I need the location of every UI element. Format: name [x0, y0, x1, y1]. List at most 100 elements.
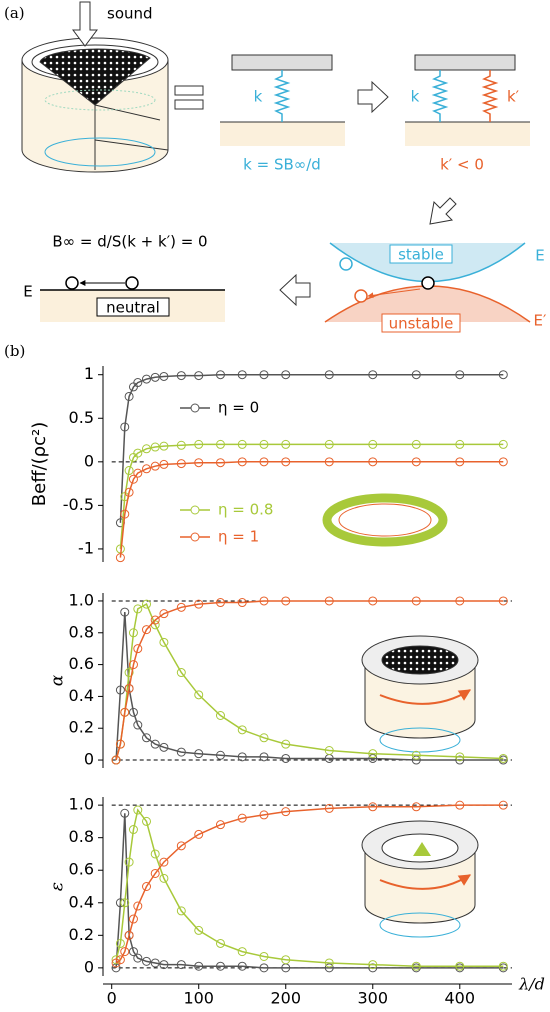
data-point: [159, 742, 169, 752]
data-point: [498, 961, 508, 971]
data-point: [176, 459, 186, 469]
data-point: [133, 953, 143, 963]
equals-sign: [174, 99, 204, 110]
data-point: [215, 938, 225, 948]
y-tick-label: 1.0: [69, 795, 94, 814]
data-point: [150, 958, 160, 968]
x-tick-label: 0: [107, 989, 117, 1008]
data-point: [498, 439, 508, 449]
legend-marker: [190, 403, 200, 413]
data-point: [368, 596, 378, 606]
series-line: [115, 813, 504, 969]
y-tick-label: 1: [84, 364, 94, 383]
data-point: [324, 803, 334, 813]
legend-label: η = 1: [218, 528, 259, 546]
spring-k: k: [254, 88, 263, 106]
data-point: [324, 596, 334, 606]
data-point: [324, 439, 334, 449]
data-point: [194, 925, 204, 935]
data-point: [194, 829, 204, 839]
data-point: [237, 370, 247, 380]
data-point: [237, 813, 247, 823]
data-point: [133, 720, 143, 730]
data-point: [128, 947, 138, 957]
data-point: [142, 733, 152, 743]
data-point: [194, 439, 204, 449]
y-axis-label: ε: [48, 882, 68, 891]
data-point: [133, 805, 143, 815]
data-point: [150, 615, 160, 625]
data-point: [150, 868, 160, 878]
y-tick-label: 0.6: [69, 860, 94, 879]
data-point: [411, 961, 421, 971]
data-point: [281, 807, 291, 817]
stable-label: stable: [398, 246, 444, 264]
data-point: [368, 457, 378, 467]
data-point: [259, 439, 269, 449]
data-point: [215, 820, 225, 830]
data-point: [455, 800, 465, 810]
data-point: [124, 466, 134, 476]
arrow: [357, 80, 389, 114]
energy-label: E′: [534, 312, 547, 330]
x-tick-label: 100: [183, 989, 214, 1008]
equals-sign: [174, 85, 204, 96]
data-point: [324, 370, 334, 380]
data-point: [150, 739, 160, 749]
data-point: [455, 370, 465, 380]
data-point: [498, 596, 508, 606]
y-tick-label: 0.8: [69, 827, 94, 846]
panel-label: (a): [4, 4, 25, 22]
data-point: [115, 739, 125, 749]
y-tick-label: 0.4: [69, 686, 94, 705]
legend-marker: [190, 505, 200, 515]
data-point: [120, 509, 130, 519]
data-point: [150, 442, 160, 452]
data-point: [142, 882, 152, 891]
data-point: [176, 960, 186, 970]
inset-drawing: [361, 635, 479, 753]
series-line: [115, 804, 504, 964]
data-point: [281, 457, 291, 467]
x-axis-label: λ/d: [518, 975, 545, 994]
data-point: [324, 746, 334, 755]
data-point: [215, 598, 225, 608]
data-point: [411, 370, 421, 380]
data-point: [194, 961, 204, 971]
data-point: [159, 637, 169, 647]
b-formula: B∞ = d/S(k + k′) = 0: [52, 233, 207, 251]
data-point: [324, 963, 334, 973]
energy-landscape: [324, 242, 531, 333]
data-point: [124, 857, 134, 867]
data-point: [237, 752, 247, 762]
data-point: [455, 439, 465, 449]
data-point: [176, 747, 186, 757]
spring-model: [220, 54, 345, 146]
data-point: [281, 370, 291, 380]
data-point: [498, 753, 508, 763]
y-tick-label: 0.6: [69, 654, 94, 673]
y-tick-label: 0.4: [69, 892, 94, 911]
neutral-landscape: [40, 276, 225, 322]
data-point: [120, 707, 130, 717]
y-tick-label: 0.8: [69, 622, 94, 641]
data-point: [281, 596, 291, 606]
data-point: [498, 800, 508, 810]
data-point: [176, 906, 186, 916]
data-point: [498, 370, 508, 380]
data-point: [176, 841, 186, 851]
data-point: [411, 457, 421, 467]
y-tick-label: -0.5: [63, 495, 94, 514]
data-point: [215, 439, 225, 449]
data-point: [115, 685, 125, 695]
data-point: [455, 752, 465, 762]
data-point: [120, 947, 130, 957]
data-point: [133, 604, 143, 614]
data-point: [194, 599, 204, 609]
spring-k: k: [411, 88, 420, 106]
legend-label: η = 0: [218, 399, 259, 417]
energy-label: E: [23, 283, 32, 301]
resonator-drawing: [21, 1, 169, 173]
data-point: [142, 464, 152, 474]
data-point: [194, 690, 204, 700]
